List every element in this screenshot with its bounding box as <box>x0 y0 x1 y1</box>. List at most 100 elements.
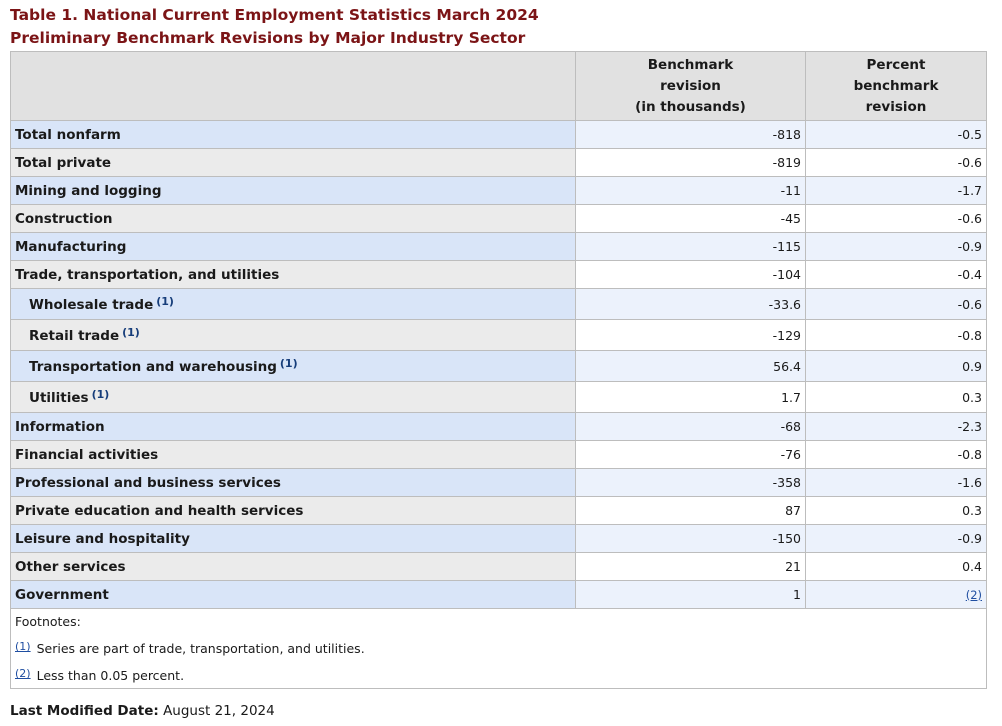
row-label: Private education and health services <box>10 496 576 525</box>
table-row: Government 1 (2) <box>10 580 987 609</box>
percent-revision-cell: -0.6 <box>805 204 987 233</box>
row-label: Construction <box>10 204 576 233</box>
row-label-text: Professional and business services <box>15 474 281 491</box>
benchmark-revision-header: Benchmark revision (in thousands) <box>575 51 806 121</box>
header-line: revision <box>660 77 721 94</box>
table-row: Financial activities -76 -0.8 <box>10 440 987 469</box>
row-label-text: Total private <box>15 154 112 171</box>
table-row: Other services 21 0.4 <box>10 552 987 581</box>
footnotes-cell: Footnotes: (1) Series are part of trade,… <box>10 608 987 689</box>
footnotes-heading: Footnotes: <box>15 614 81 629</box>
last-modified-label: Last Modified Date: <box>10 703 159 719</box>
row-label-text: Retail trade <box>29 328 120 344</box>
table-row: Transportation and warehousing (1) 56.4 0.9 <box>10 350 987 382</box>
row-label-text: Utilities <box>29 390 89 406</box>
benchmark-revision-cell: -33.6 <box>575 288 806 320</box>
last-modified: Last Modified Date: August 21, 2024 <box>10 703 986 719</box>
benchmark-revision-cell: 56.4 <box>575 350 806 382</box>
table-row: Private education and health services 87 0… <box>10 496 987 525</box>
percent-revision-cell: -0.9 <box>805 232 987 261</box>
footnote-1-text: Series are part of trade, transportation… <box>36 641 365 656</box>
percent-revision-cell: -0.6 <box>805 148 987 177</box>
row-label-text: Government <box>15 586 109 603</box>
footnote-ref: (1) <box>156 295 174 308</box>
row-label: Manufacturing <box>10 232 576 261</box>
table-row: Information -68 -2.3 <box>10 412 987 441</box>
stub-header <box>10 51 576 121</box>
row-label: Financial activities <box>10 440 576 469</box>
row-label-text: Private education and health services <box>15 502 304 519</box>
percent-revision-cell: -0.5 <box>805 120 987 149</box>
row-label-text: Construction <box>15 210 113 227</box>
benchmark-revision-cell: -76 <box>575 440 806 469</box>
table-row: Total nonfarm -818 -0.5 <box>10 120 987 149</box>
row-label: Government <box>10 580 576 609</box>
footnote-ref-link[interactable]: (2) <box>965 588 982 602</box>
table-title-line1: Table 1. National Current Employment Sta… <box>10 6 539 24</box>
footnote-2-text: Less than 0.05 percent. <box>36 668 185 683</box>
benchmark-revision-cell: -68 <box>575 412 806 441</box>
benchmark-revision-cell: -104 <box>575 260 806 289</box>
footnotes-row: Footnotes: (1) Series are part of trade,… <box>10 608 987 689</box>
table-row: Manufacturing -115 -0.9 <box>10 232 987 261</box>
benchmark-revision-cell: 1 <box>575 580 806 609</box>
percent-revision-cell: 0.4 <box>805 552 987 581</box>
footnote-ref-link[interactable]: (1) <box>156 295 174 308</box>
row-label-text: Manufacturing <box>15 238 127 255</box>
row-label: Total private <box>10 148 576 177</box>
percent-revision-cell: -0.8 <box>805 440 987 469</box>
row-label-text: Financial activities <box>15 446 159 463</box>
footnote-1-mark[interactable]: (1) <box>15 640 31 653</box>
percent-revision-cell: -1.6 <box>805 468 987 497</box>
footnote-ref-link[interactable]: (1) <box>91 388 110 401</box>
row-label-text: Wholesale trade <box>29 297 154 313</box>
row-label-text: Transportation and warehousing <box>29 359 277 375</box>
table-row: Utilities (1) 1.7 0.3 <box>10 381 987 413</box>
table-row: Retail trade (1) -129 -0.8 <box>10 319 987 351</box>
row-label-text: Mining and logging <box>15 182 162 199</box>
benchmark-revision-cell: -11 <box>575 176 806 205</box>
header-line: Percent <box>866 56 926 73</box>
footnote-2-mark[interactable]: (2) <box>15 667 31 680</box>
row-label-text: Information <box>15 418 105 435</box>
row-label: Transportation and warehousing (1) <box>10 350 576 382</box>
footnote-ref-link[interactable]: (1) <box>122 326 140 339</box>
row-label-text: Other services <box>15 558 126 575</box>
footnote-2: (2) Less than 0.05 percent. <box>15 661 982 688</box>
percent-revision-header: Percent benchmark revision <box>805 51 987 121</box>
table-row: Total private -819 -0.6 <box>10 148 987 177</box>
benchmark-revision-cell: -358 <box>575 468 806 497</box>
row-label: Mining and logging <box>10 176 576 205</box>
percent-revision-cell: -2.3 <box>805 412 987 441</box>
table-row: Leisure and hospitality -150 -0.9 <box>10 524 987 553</box>
row-label: Leisure and hospitality <box>10 524 576 553</box>
footnote-ref: (1) <box>280 357 298 370</box>
benchmark-revision-cell: 21 <box>575 552 806 581</box>
page-content: Table 1. National Current Employment Sta… <box>10 4 987 719</box>
benchmark-revision-cell: 87 <box>575 496 806 525</box>
percent-revision-cell: 0.9 <box>805 350 987 382</box>
table-row: Trade, transportation, and utilities -104… <box>10 260 987 289</box>
row-label-text: Trade, transportation, and utilities <box>15 266 280 283</box>
table-title-line2: Preliminary Benchmark Revisions by Major… <box>10 29 526 47</box>
benchmark-revisions-table: Benchmark revision (in thousands) Percen… <box>10 51 987 689</box>
row-label-text: Leisure and hospitality <box>15 530 190 547</box>
percent-revision-cell: -0.4 <box>805 260 987 289</box>
footnote-ref: (1) <box>122 326 140 339</box>
footnote-ref-link[interactable]: (1) <box>279 357 298 370</box>
benchmark-revision-cell: -819 <box>575 148 806 177</box>
percent-revision-cell: (2) <box>805 580 987 609</box>
percent-revision-cell: 0.3 <box>805 496 987 525</box>
row-label: Information <box>10 412 576 441</box>
benchmark-revision-cell: -818 <box>575 120 806 149</box>
row-label-text: Total nonfarm <box>15 126 121 143</box>
header-line: (in thousands) <box>635 98 746 115</box>
row-label: Trade, transportation, and utilities <box>10 260 576 289</box>
percent-revision-cell: -0.9 <box>805 524 987 553</box>
benchmark-revision-cell: 1.7 <box>575 381 806 413</box>
row-label: Total nonfarm <box>10 120 576 149</box>
benchmark-revision-cell: -150 <box>575 524 806 553</box>
footnote-1: (1) Series are part of trade, transporta… <box>15 634 982 661</box>
table-row: Mining and logging -11 -1.7 <box>10 176 987 205</box>
row-label: Retail trade (1) <box>10 319 576 351</box>
